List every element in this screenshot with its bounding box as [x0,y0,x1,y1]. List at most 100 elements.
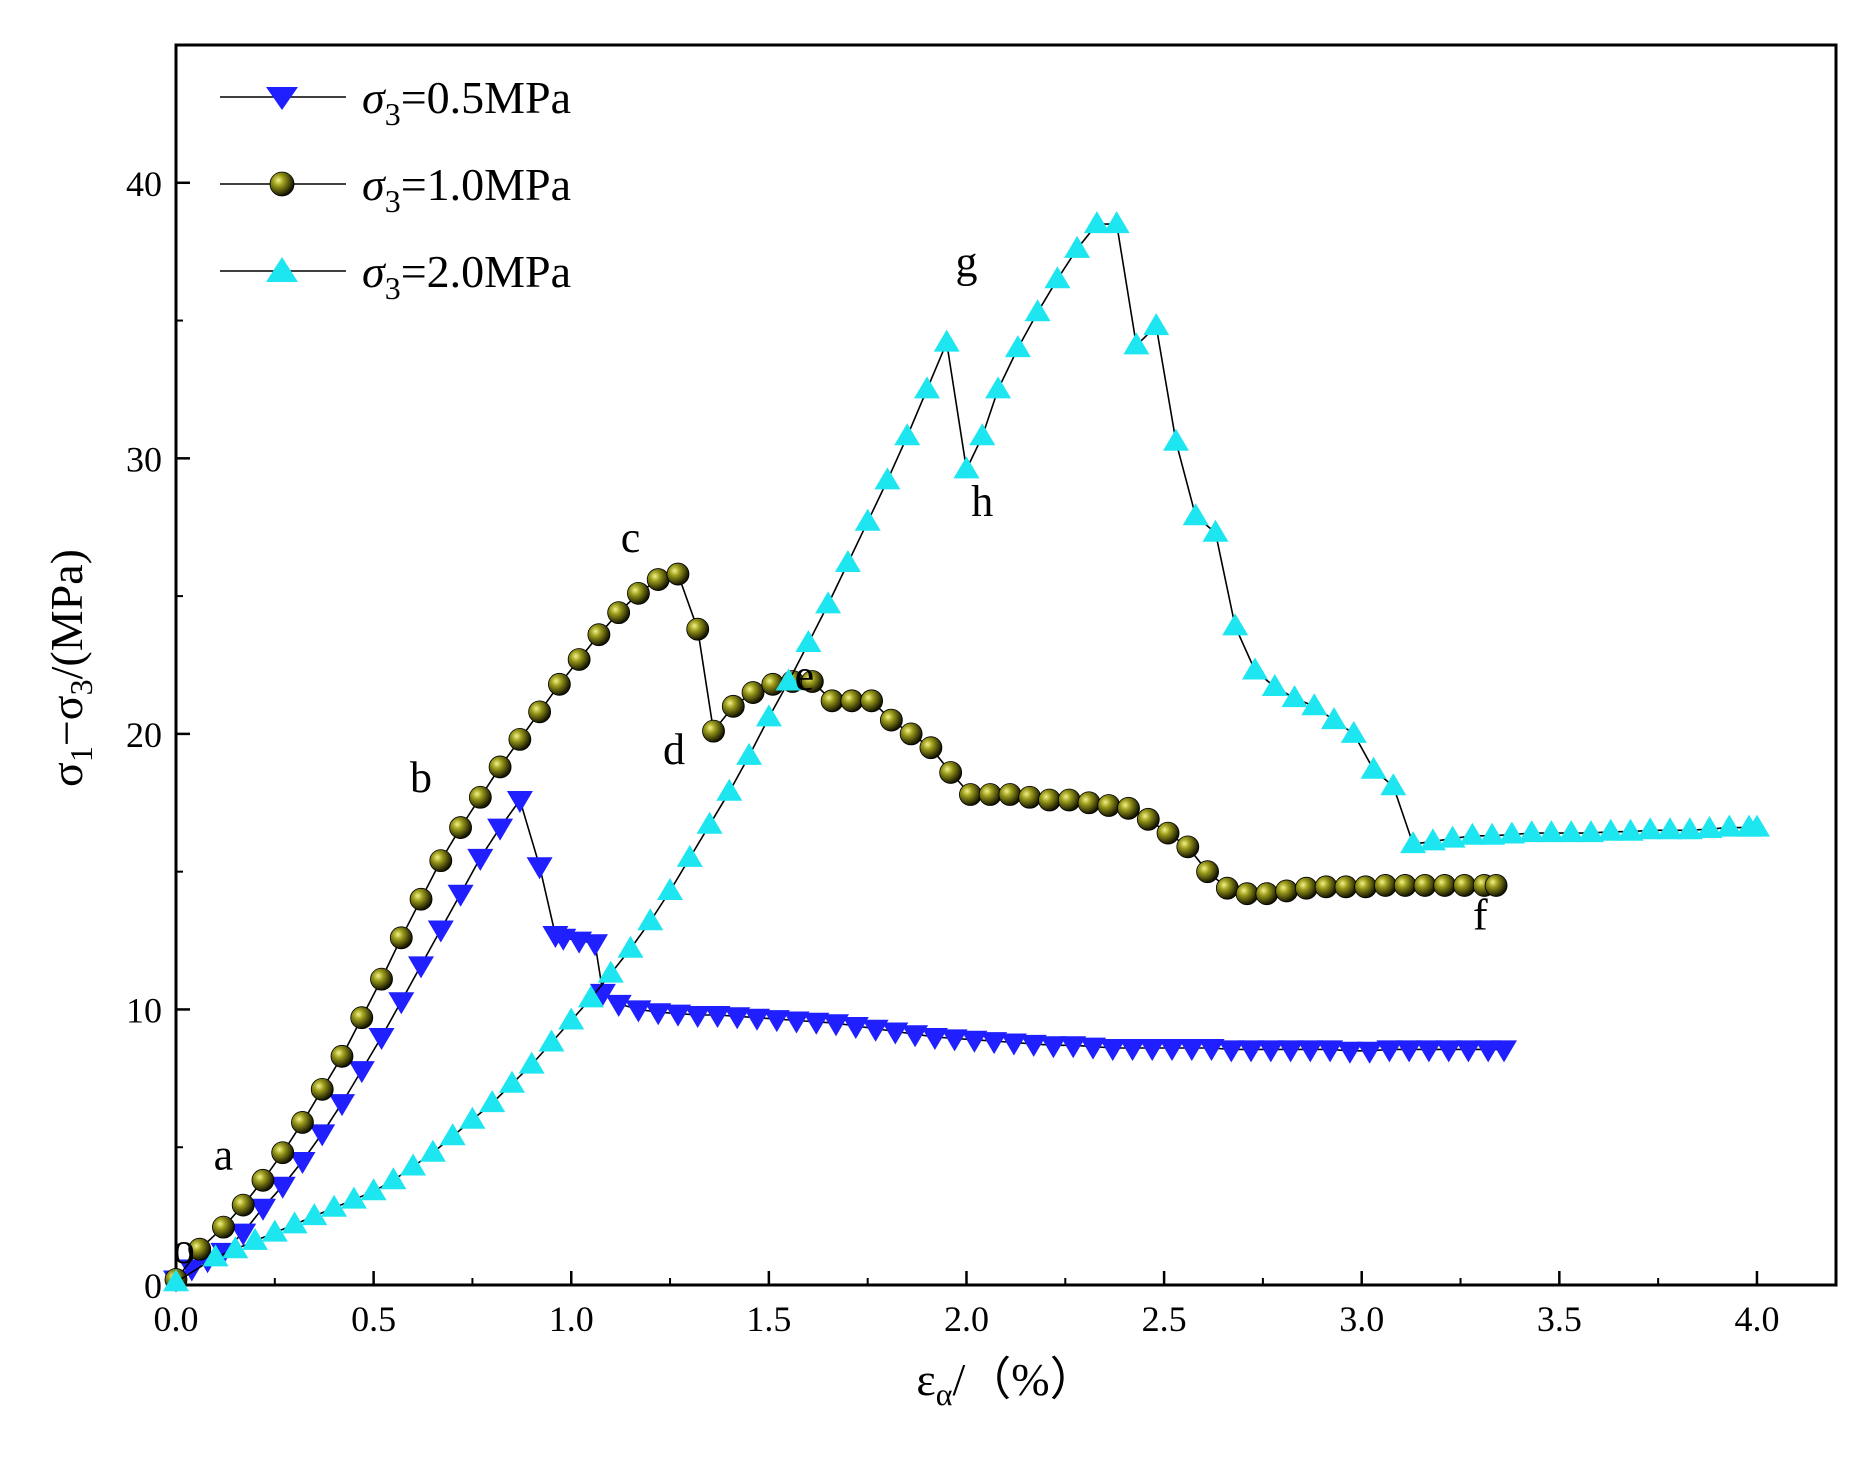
data-point [222,1236,249,1259]
data-point [1018,785,1042,809]
data-point [1400,831,1427,854]
data-point [1294,876,1318,900]
data-point [1040,1036,1067,1059]
data-point [1317,1040,1344,1063]
data-point [820,689,844,713]
x-tick-label: 4.0 [1734,1299,1779,1339]
data-point [368,1028,395,1050]
data-point [488,755,512,779]
data-point [370,967,393,991]
data-point [1321,707,1347,730]
data-point [528,700,552,724]
data-point [547,672,571,696]
x-tick-label: 3.0 [1339,1299,1384,1339]
data-point [696,811,723,834]
y-tick-label: 40 [126,164,162,204]
data-point [666,562,690,586]
data-point [985,376,1012,399]
series-line [175,573,1497,1280]
data-point [1314,875,1338,899]
data-point [645,1003,672,1026]
legend: σ3=0.5MPa σ3=1.0MPa σ3=2.0MPa [220,72,571,306]
legend-item-s05: σ3=0.5MPa [220,72,571,132]
data-point [1538,820,1565,843]
annotation-d: d [663,725,685,774]
data-point [408,956,434,979]
annotation-g: g [955,237,977,286]
data-point [429,849,453,873]
data-point [914,376,940,399]
data-point [1000,1033,1027,1056]
data-point [487,818,514,841]
data-point [1376,1040,1403,1063]
data-point [1716,814,1743,837]
data-point [676,844,703,867]
data-point [1176,835,1200,859]
data-point [775,668,802,691]
data-point [526,857,553,880]
data-point [467,848,494,871]
data-point [321,1194,348,1217]
annotation-o: o [173,1224,195,1273]
plot-frame [174,43,1838,1287]
data-point [1139,1039,1166,1061]
legend-marker-triangle-down [266,87,298,110]
data-point [1340,720,1367,743]
data-point [637,908,664,931]
data-point [646,568,670,591]
data-point [269,1176,296,1199]
data-point [919,736,943,760]
data-point [1459,822,1486,845]
data-point [289,1152,316,1174]
data-point [783,1011,810,1034]
data-point [834,550,861,572]
data-point [348,1061,375,1084]
data-point [882,1022,909,1045]
annotation-a: a [214,1130,234,1179]
data-point [1261,674,1288,696]
data-point [1491,1040,1517,1063]
data-point [1336,1041,1363,1064]
data-point [449,816,472,839]
data-point [724,1007,751,1030]
legend-marker-triangle-up [266,257,298,282]
data-point [1038,788,1061,812]
data-point [389,926,413,950]
data-point [231,1193,255,1217]
data-point [1136,807,1160,831]
data-point [1297,1040,1324,1063]
data-point [607,601,631,625]
data-point [665,1004,691,1027]
data-point [188,1237,212,1261]
data-point [800,670,824,693]
data-point [499,1070,525,1093]
data-point [842,1017,869,1039]
data-point [1080,1037,1106,1060]
data-point [959,783,982,806]
data-point [1393,874,1417,897]
data-point [597,960,624,983]
data-point [310,1077,334,1101]
data-point [981,1032,1008,1055]
data-point [1354,875,1378,899]
svg-text:σ3=1.0MPa: σ3=1.0MPa [362,159,571,219]
svg-text:σ3=0.5MPa: σ3=0.5MPa [362,72,571,132]
data-point [427,920,454,943]
data-point [1413,874,1437,897]
data-point [1163,428,1189,451]
data-point [1255,882,1279,906]
x-tick-label: 2.0 [944,1299,989,1339]
data-point [439,1123,466,1146]
data-point [1178,1039,1205,1061]
data-point [1064,235,1091,258]
data-point [281,1211,308,1234]
data-point [329,1094,355,1117]
data-point [1143,313,1170,336]
annotation-b: b [410,753,432,802]
data-point [1275,879,1299,903]
data-point [242,1227,268,1250]
data-point [250,1198,276,1221]
data-point [879,708,903,732]
data-point [1238,1040,1264,1063]
data-point [202,1244,229,1267]
